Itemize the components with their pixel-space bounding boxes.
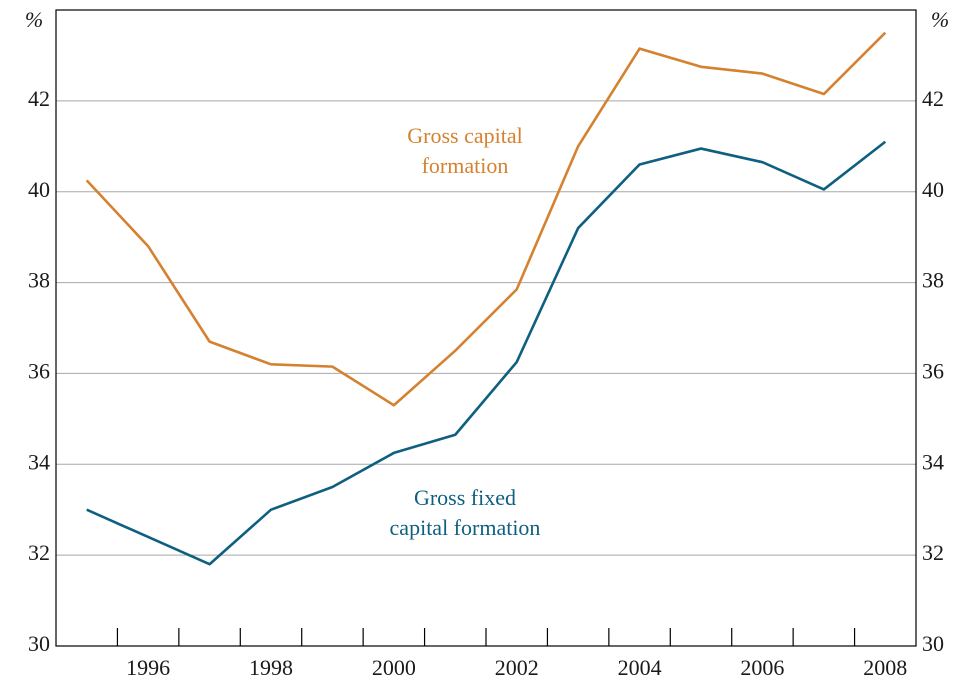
- y-tick-label: 38: [28, 268, 50, 293]
- y-unit: %: [25, 7, 43, 32]
- x-tick-label: 2008: [863, 655, 907, 680]
- annotation: Gross fixed: [414, 485, 516, 510]
- y2-tick-label: 40: [922, 177, 944, 202]
- x-tick-label: 2000: [372, 655, 416, 680]
- y2-tick-label: 36: [922, 358, 944, 383]
- x-tick-label: 2004: [618, 655, 662, 680]
- y2-tick-label: 30: [922, 631, 944, 656]
- x-tick-label: 2006: [740, 655, 784, 680]
- line-series: [86, 140, 887, 566]
- y-tick-label: 40: [28, 177, 50, 202]
- x-tick-label: 2002: [495, 655, 539, 680]
- y-tick-label: 34: [28, 449, 50, 474]
- annotation: Gross capital: [407, 123, 522, 148]
- y2-unit: %: [931, 7, 949, 32]
- y-tick-label: 36: [28, 358, 50, 383]
- x-tick-label: 1996: [126, 655, 170, 680]
- y-tick-label: 42: [28, 86, 50, 111]
- y2-tick-label: 42: [922, 86, 944, 111]
- annotation: formation: [422, 153, 509, 178]
- x-tick-label: 1998: [249, 655, 293, 680]
- y-tick-label: 32: [28, 540, 50, 565]
- y2-tick-label: 32: [922, 540, 944, 565]
- y-tick-label: 30: [28, 631, 50, 656]
- y2-tick-label: 34: [922, 449, 944, 474]
- annotation: capital formation: [390, 515, 541, 540]
- plot-frame: [55, 9, 917, 647]
- y2-tick-label: 38: [922, 268, 944, 293]
- line-series: [85, 31, 887, 407]
